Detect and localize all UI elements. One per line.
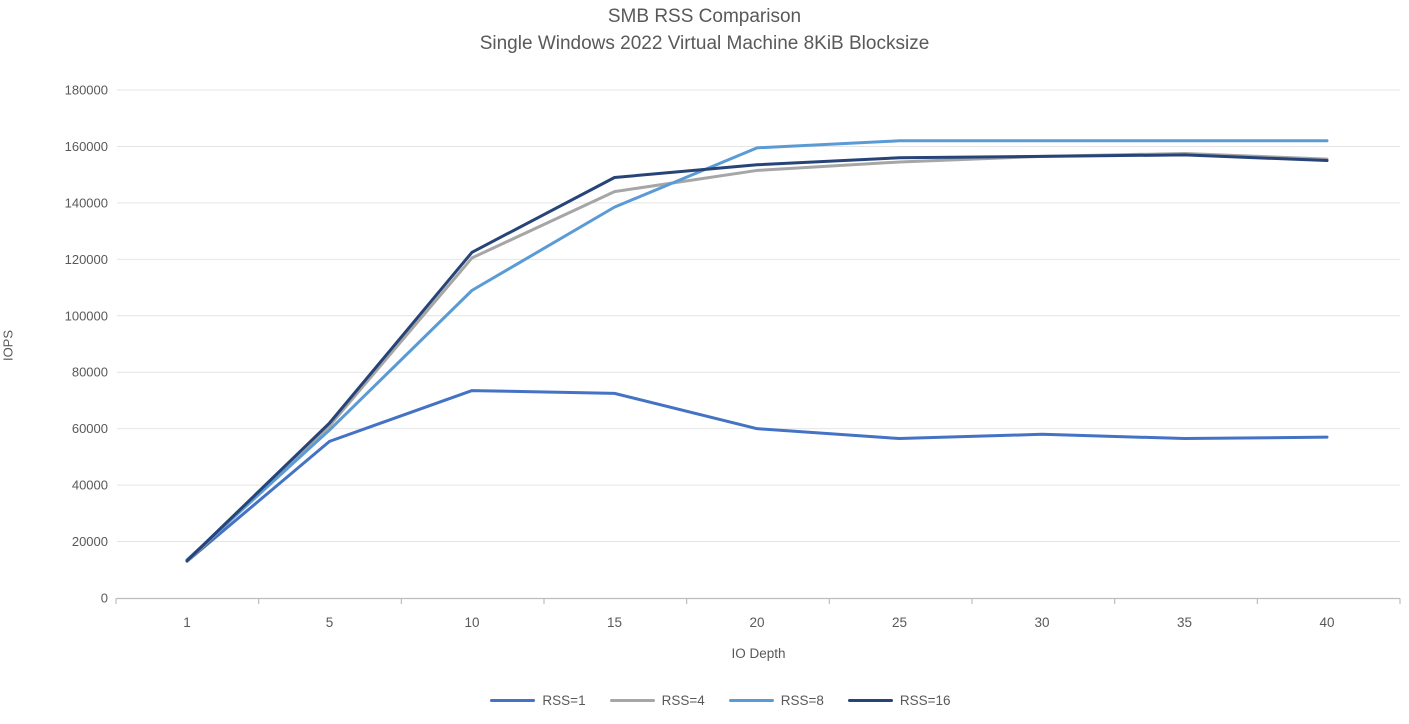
legend-line-swatch [490,699,536,702]
y-tick-label: 100000 [65,308,108,323]
legend-label: RSS=8 [780,693,824,708]
legend-label: RSS=4 [661,693,705,708]
y-tick-label: 80000 [72,365,108,380]
series-line-rss-16 [185,153,1329,563]
legend-label: RSS=16 [899,693,951,708]
y-tick-label: 140000 [65,195,108,210]
y-axis-title: IOPS [0,329,16,362]
y-tick-label: 0 [101,591,108,606]
x-tick-label: 5 [326,615,334,630]
series-line-rss-4 [185,152,1329,563]
y-tick-label: 20000 [72,534,108,549]
x-axis-title: IO Depth [731,646,786,661]
series-line-rss-8 [185,139,1329,562]
y-tick-label: 120000 [65,252,108,267]
legend-label: RSS=1 [542,693,586,708]
legend-line-swatch [609,699,655,702]
legend-item-rss-4: RSS=4 [609,693,705,708]
y-tick-label: 60000 [72,421,108,436]
y-tick-label: 180000 [65,83,108,98]
x-tick-label: 15 [607,615,622,630]
y-tick-label: 160000 [65,139,108,154]
x-tick-label: 10 [464,615,479,630]
x-tick-label: 40 [1319,615,1334,630]
legend-item-rss-16: RSS=16 [847,693,951,708]
chart-subtitle: Single Windows 2022 Virtual Machine 8KiB… [479,33,930,54]
legend: RSS=1 RSS=4 RSS=8 RSS=16 [16,693,1409,708]
x-tick-label: 1 [183,615,191,630]
legend-line-swatch [847,699,893,702]
chart-title: SMB RSS Comparison [607,6,802,27]
legend-line-swatch [728,699,774,702]
legend-item-rss-1: RSS=1 [490,693,586,708]
series-line-rss-1 [185,389,1329,563]
chart-title-block: SMB RSS Comparison Single Windows 2022 V… [0,3,1409,57]
x-tick-label: 35 [1177,615,1192,630]
x-tick-label: 25 [892,615,907,630]
legend-item-rss-8: RSS=8 [728,693,824,708]
x-tick-label: 20 [749,615,764,630]
x-tick-label: 30 [1034,615,1049,630]
y-tick-label: 40000 [72,478,108,493]
